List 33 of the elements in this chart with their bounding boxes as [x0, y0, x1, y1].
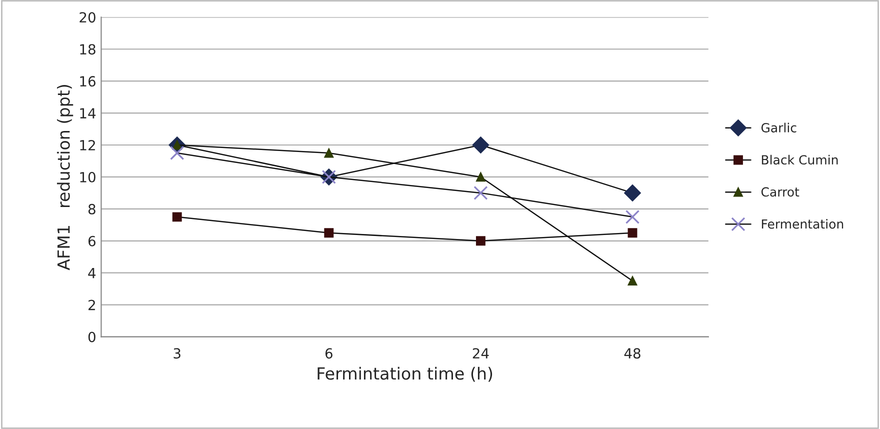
y-tick-label: 6: [88, 236, 96, 246]
x-tick-label: 24: [472, 348, 489, 358]
y-tick-label: 16: [80, 76, 96, 87]
point: [324, 228, 334, 238]
y-tick-label: 4: [88, 268, 96, 278]
point: [628, 276, 638, 286]
legend-label: Black Cumin: [762, 154, 838, 165]
point: [472, 136, 490, 154]
point: [476, 172, 486, 182]
y-tick-label: 8: [88, 204, 96, 214]
x-tick-label: 3: [174, 348, 180, 359]
x-tick-label: 6: [325, 348, 332, 359]
y-axis-title: AFM1 reduction (ppt): [56, 84, 74, 270]
point: [172, 212, 182, 222]
y-tick-label: 20: [80, 12, 96, 23]
y-tick-label: 12: [80, 140, 95, 150]
point: [476, 236, 486, 246]
legend-label: Carrot: [761, 187, 800, 197]
y-tick-label: 18: [80, 44, 96, 55]
x-axis-title: Fermintation time (h): [318, 366, 492, 382]
y-tick-label: 10: [80, 172, 96, 182]
x-tick-label: 48: [624, 348, 640, 359]
y-tick-label: 0: [88, 332, 96, 342]
legend-label: Fermentation: [762, 219, 844, 229]
point: [625, 210, 640, 224]
point: [474, 186, 488, 200]
y-tick-label: 14: [80, 108, 96, 118]
legend-label: Garlic: [761, 122, 796, 132]
point: [628, 228, 638, 238]
point: [624, 184, 641, 202]
point: [170, 146, 184, 160]
y-tick-label: 2: [88, 300, 95, 310]
point: [324, 148, 334, 158]
